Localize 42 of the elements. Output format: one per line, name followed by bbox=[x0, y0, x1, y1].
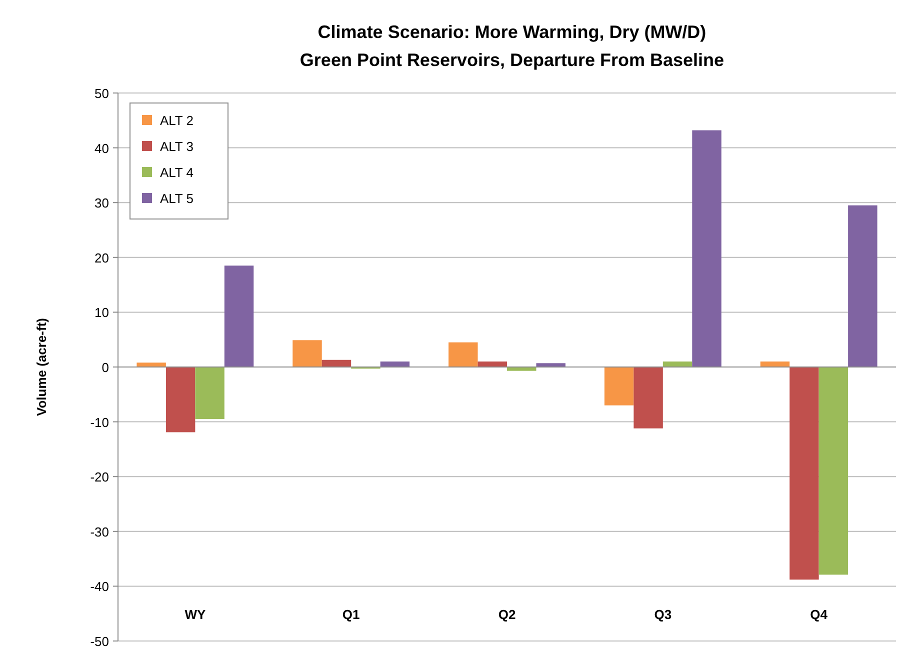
bar bbox=[224, 266, 254, 367]
bar bbox=[818, 367, 848, 575]
bar bbox=[507, 367, 536, 371]
y-tick-label: -50 bbox=[90, 634, 109, 649]
y-tick-label: 30 bbox=[94, 196, 109, 211]
y-tick-label: -40 bbox=[90, 579, 109, 594]
bar bbox=[790, 367, 819, 580]
x-tick-label: Q1 bbox=[342, 607, 360, 622]
legend-label: ALT 3 bbox=[160, 139, 194, 154]
bar bbox=[662, 362, 692, 367]
bar bbox=[604, 367, 634, 406]
y-tick-label: 40 bbox=[94, 140, 109, 156]
bar bbox=[322, 360, 352, 367]
bar bbox=[692, 130, 722, 367]
x-tick-label: Q2 bbox=[498, 607, 516, 622]
y-tick-label: 20 bbox=[94, 250, 109, 266]
bar bbox=[760, 362, 790, 367]
bar bbox=[380, 362, 410, 367]
bar bbox=[292, 340, 322, 367]
y-tick-label: -20 bbox=[90, 470, 109, 485]
bar bbox=[634, 367, 663, 428]
legend-label: ALT 5 bbox=[160, 191, 194, 206]
bar bbox=[195, 367, 224, 420]
y-tick-label: -30 bbox=[90, 524, 109, 540]
y-axis-title: Volume (acre-ft) bbox=[34, 318, 49, 416]
bar bbox=[848, 205, 878, 367]
legend-label: ALT 4 bbox=[160, 165, 194, 180]
bar bbox=[448, 342, 478, 367]
y-tick-label: 0 bbox=[102, 360, 109, 375]
bar bbox=[536, 363, 566, 367]
legend-label: ALT 2 bbox=[160, 113, 194, 128]
bar bbox=[166, 367, 196, 432]
x-tick-label: Q3 bbox=[654, 607, 672, 622]
y-tick-label: -10 bbox=[90, 414, 109, 430]
chart-subtitle: Green Point Reservoirs, Departure From Baseline bbox=[300, 50, 724, 70]
x-tick-label: WY bbox=[184, 607, 206, 622]
chart-title: Climate Scenario: More Warming, Dry (MW/D) bbox=[318, 22, 706, 42]
y-tick-label: 10 bbox=[94, 305, 109, 320]
bar bbox=[136, 362, 166, 367]
x-tick-label: Q4 bbox=[810, 607, 828, 622]
y-tick-label: 50 bbox=[94, 86, 109, 101]
bar bbox=[478, 362, 507, 367]
